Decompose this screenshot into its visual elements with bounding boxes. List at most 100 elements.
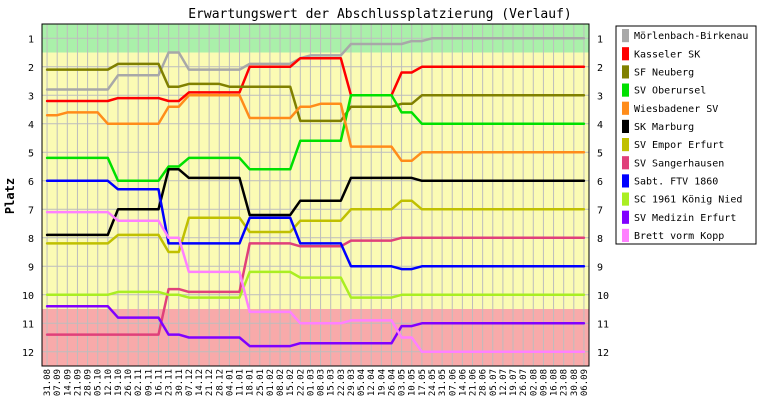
legend-swatch-10 xyxy=(622,210,629,224)
y-tick-label-left: 1 xyxy=(28,34,34,45)
x-tick-label: 30.11 xyxy=(175,369,185,396)
x-tick-label: 28.06 xyxy=(479,369,489,396)
legend-label-10: SV Medizin Erfurt xyxy=(634,213,736,224)
x-tick-label: 21.12 xyxy=(205,369,215,396)
x-tick-label: 19.10 xyxy=(114,369,124,396)
x-tick-label: 05.04 xyxy=(357,369,367,396)
grid-lines xyxy=(42,24,589,366)
plot-frame xyxy=(41,23,590,367)
series-line-11 xyxy=(45,210,586,354)
y-tick-label-left: 9 xyxy=(28,262,34,273)
x-tick-label: 09.08 xyxy=(539,369,549,396)
legend-box xyxy=(615,25,757,245)
series-lines xyxy=(45,37,586,354)
y-tick-label-left: 11 xyxy=(22,319,34,330)
x-tick-label: 08.03 xyxy=(317,369,327,396)
legend-label-7: SV Sangerhausen xyxy=(634,158,724,169)
y-tick-label-right: 6 xyxy=(597,177,603,188)
x-tick-label: 30.08 xyxy=(570,369,580,396)
y-tick-label-right: 11 xyxy=(597,319,609,330)
legend-label-0: Mörlenbach-Birkenau xyxy=(634,31,748,42)
x-tick-label: 22.02 xyxy=(296,369,306,396)
x-tick-label: 31.05 xyxy=(438,369,448,396)
legend-label-1: Kasseler SK xyxy=(634,49,700,60)
series-line-10 xyxy=(45,304,586,348)
series-line-1 xyxy=(45,56,586,103)
legend-label-11: Brett vorm Kopp xyxy=(634,231,724,242)
x-tick-label: 07.06 xyxy=(448,369,458,396)
x-tick-label: 29.03 xyxy=(347,369,357,396)
y-tick-label-right: 4 xyxy=(597,120,603,131)
x-tick-label: 31.08 xyxy=(43,369,53,396)
x-tick-label: 07.12 xyxy=(185,369,195,396)
x-tick-label: 05.10 xyxy=(94,369,104,396)
y-tick-label-right: 3 xyxy=(597,91,603,102)
series-line-7 xyxy=(45,236,586,336)
y-tick-label-left: 3 xyxy=(28,91,34,102)
legend-swatch-4 xyxy=(622,101,629,115)
x-tick-label: 05.07 xyxy=(489,369,499,396)
series-line-5 xyxy=(45,168,586,237)
y-tick-label-left: 5 xyxy=(28,148,34,159)
x-tick-label: 02.08 xyxy=(529,369,539,396)
y-tick-label-right: 9 xyxy=(597,262,603,273)
y-tick-label-left: 7 xyxy=(28,205,34,216)
x-tick-label: 22.03 xyxy=(337,369,347,396)
x-tick-label: 19.07 xyxy=(509,369,519,396)
legend-swatch-8 xyxy=(622,174,629,188)
series-line-0 xyxy=(45,37,586,91)
x-tick-label: 25.01 xyxy=(256,369,266,396)
x-tick-label: 26.04 xyxy=(387,369,397,396)
x-tick-label: 11.01 xyxy=(236,369,246,396)
y-tick-label-right: 5 xyxy=(597,148,603,159)
legend-label-4: Wiesbadener SV xyxy=(634,104,718,115)
legend-swatch-6 xyxy=(622,138,629,152)
x-tick-label: 14.09 xyxy=(63,369,73,396)
legend: Mörlenbach-Birkenau Kasseler SK SF Neuberg… xyxy=(615,25,757,245)
y-tick-label-left: 6 xyxy=(28,177,34,188)
y-tick-label-right: 10 xyxy=(597,291,609,302)
x-tick-label: 15.03 xyxy=(327,369,337,396)
x-tick-label: 28.12 xyxy=(215,369,225,396)
x-tick-label: 26.10 xyxy=(124,369,134,396)
x-tick-label: 21.09 xyxy=(73,369,83,396)
y-tick-label-right: 2 xyxy=(597,63,603,74)
legend-swatch-9 xyxy=(622,192,629,206)
legend-label-2: SF Neuberg xyxy=(634,68,694,79)
series-line-4 xyxy=(45,94,586,163)
x-tick-label: 01.03 xyxy=(306,369,316,396)
x-tick-label: 19.04 xyxy=(377,369,387,396)
y-tick-label-left: 12 xyxy=(22,348,34,359)
x-tick-label: 24.05 xyxy=(428,369,438,396)
legend-swatch-2 xyxy=(622,65,629,79)
chart-title: Erwartungswert der Abschlussplatzierung … xyxy=(188,7,572,22)
x-tick-label: 03.05 xyxy=(398,369,408,396)
y-tick-label-right: 1 xyxy=(597,34,603,45)
x-tick-label: 23.08 xyxy=(560,369,570,396)
x-tick-label: 28.09 xyxy=(84,369,94,396)
x-tick-label: 12.07 xyxy=(499,369,509,396)
series-line-8 xyxy=(45,179,586,271)
legend-label-5: SK Marburg xyxy=(634,122,694,133)
legend-label-9: SC 1961 König Nied xyxy=(634,195,742,206)
x-tick-label: 12.04 xyxy=(367,369,377,396)
y-tick-label-left: 10 xyxy=(22,291,34,302)
x-tick-label: 15.02 xyxy=(286,369,296,396)
x-tick-label: 23.11 xyxy=(165,369,175,396)
x-tick-label: 10.05 xyxy=(408,369,418,396)
x-tick-label: 12.10 xyxy=(104,369,114,396)
x-tick-label: 09.11 xyxy=(144,369,154,396)
legend-swatch-0 xyxy=(622,29,629,43)
legend-label-3: SV Oberursel xyxy=(634,86,706,97)
legend-label-6: SV Empor Erfurt xyxy=(634,140,724,151)
x-tick-label: 26.07 xyxy=(519,369,529,396)
y-tick-label-left: 2 xyxy=(28,63,34,74)
x-tick-label: 16.11 xyxy=(154,369,164,396)
y-tick-label-right: 12 xyxy=(597,348,609,359)
legend-swatch-3 xyxy=(622,83,629,97)
y-tick-label-right: 8 xyxy=(597,234,603,245)
legend-label-8: Sabt. FTV 1860 xyxy=(634,177,718,188)
y-axis-label: Platz xyxy=(3,178,17,214)
